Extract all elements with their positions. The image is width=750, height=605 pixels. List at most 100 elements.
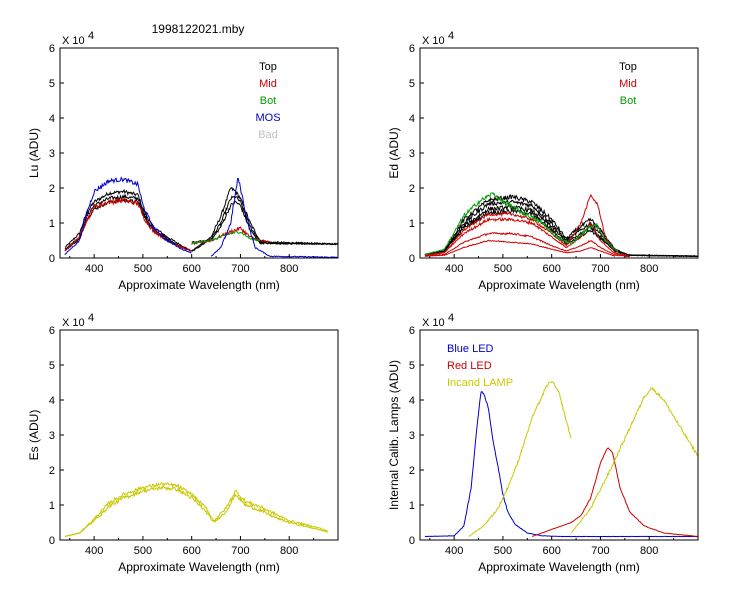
y-tick-label: 1 bbox=[49, 500, 55, 512]
legend-entry-blue-led: Blue LED bbox=[447, 343, 494, 355]
y-scale-label: X 10 bbox=[422, 35, 445, 47]
y-tick-label: 0 bbox=[49, 253, 55, 265]
y-tick-label: 3 bbox=[409, 148, 415, 160]
y-tick-label: 4 bbox=[409, 113, 415, 125]
legend-entry-bot: Bot bbox=[260, 95, 277, 107]
y-tick-label: 1 bbox=[409, 500, 415, 512]
y-tick-label: 3 bbox=[49, 148, 55, 160]
y-tick-label: 6 bbox=[409, 43, 415, 55]
series-line-blue-led bbox=[424, 390, 698, 538]
y-axis-label: Es (ADU) bbox=[27, 410, 41, 461]
series-line-top bbox=[191, 200, 338, 246]
x-tick-label: 600 bbox=[183, 545, 201, 557]
y-scale-label: X 10 bbox=[62, 317, 85, 329]
x-axis-label: Approximate Wavelength (nm) bbox=[478, 278, 640, 292]
y-tick-label: 3 bbox=[409, 430, 415, 442]
x-tick-label: 800 bbox=[280, 545, 298, 557]
y-tick-label: 0 bbox=[409, 253, 415, 265]
x-tick-label: 500 bbox=[494, 263, 512, 275]
y-tick-label: 2 bbox=[409, 183, 415, 195]
y-tick-label: 5 bbox=[49, 78, 55, 90]
series-line-incand-lamp bbox=[468, 381, 572, 537]
y-tick-label: 6 bbox=[49, 325, 55, 337]
legend-entry-bad: Bad bbox=[258, 129, 278, 141]
legend-entry-mos: MOS bbox=[255, 112, 280, 124]
series-line-top bbox=[191, 186, 339, 252]
x-tick-label: 600 bbox=[543, 263, 561, 275]
series-line-red-led bbox=[531, 447, 698, 537]
x-tick-label: 400 bbox=[445, 545, 463, 557]
x-tick-label: 600 bbox=[183, 263, 201, 275]
y-tick-label: 5 bbox=[49, 360, 55, 372]
series-line-bot bbox=[424, 191, 620, 256]
figure-title: 1998122021.mby bbox=[152, 22, 245, 36]
x-axis-label: Approximate Wavelength (nm) bbox=[118, 278, 280, 292]
x-tick-label: 800 bbox=[280, 263, 298, 275]
y-tick-label: 4 bbox=[409, 395, 415, 407]
y-tick-label: 2 bbox=[409, 465, 415, 477]
x-tick-label: 700 bbox=[231, 545, 249, 557]
series-line-mos bbox=[64, 176, 192, 256]
legend-entry-mid: Mid bbox=[259, 78, 277, 90]
y-tick-label: 5 bbox=[409, 78, 415, 90]
series-line-mid bbox=[424, 216, 630, 257]
series-line-mid bbox=[424, 231, 630, 258]
y-scale-label: X 10 bbox=[62, 35, 85, 47]
y-scale-exponent: 4 bbox=[448, 30, 454, 42]
x-tick-label: 800 bbox=[640, 545, 658, 557]
x-tick-label: 700 bbox=[231, 263, 249, 275]
y-scale-exponent: 4 bbox=[88, 312, 94, 324]
y-tick-label: 4 bbox=[49, 395, 55, 407]
y-tick-label: 6 bbox=[409, 325, 415, 337]
legend-entry-incand-lamp: Incand LAMP bbox=[447, 377, 513, 389]
legend-entry-bot: Bot bbox=[620, 95, 637, 107]
plot-frame bbox=[59, 47, 339, 259]
series-line-mos bbox=[210, 177, 338, 259]
series-line-es bbox=[64, 485, 214, 537]
series-line-incand-lamp bbox=[570, 386, 698, 534]
series-line-es bbox=[213, 492, 328, 533]
y-tick-label: 2 bbox=[49, 465, 55, 477]
y-tick-label: 0 bbox=[49, 535, 55, 547]
y-tick-label: 3 bbox=[49, 430, 55, 442]
series-line-es bbox=[213, 489, 328, 532]
legend-entry-mid: Mid bbox=[619, 78, 637, 90]
x-tick-label: 600 bbox=[543, 545, 561, 557]
series-line-es bbox=[64, 481, 214, 537]
y-tick-label: 4 bbox=[49, 113, 55, 125]
legend-entry-top: Top bbox=[259, 61, 277, 73]
y-scale-exponent: 4 bbox=[448, 312, 454, 324]
legend-entry-top: Top bbox=[619, 61, 637, 73]
x-tick-label: 400 bbox=[85, 545, 103, 557]
y-axis-label: Lu (ADU) bbox=[27, 128, 41, 178]
y-tick-label: 6 bbox=[49, 43, 55, 55]
x-tick-label: 400 bbox=[85, 263, 103, 275]
y-tick-label: 5 bbox=[409, 360, 415, 372]
x-tick-label: 800 bbox=[640, 263, 658, 275]
series-line-mid bbox=[424, 239, 616, 257]
series-line-mid bbox=[424, 193, 630, 257]
x-tick-label: 400 bbox=[445, 263, 463, 275]
y-scale-exponent: 4 bbox=[88, 30, 94, 42]
x-axis-label: Approximate Wavelength (nm) bbox=[478, 560, 640, 574]
y-tick-label: 2 bbox=[49, 183, 55, 195]
x-tick-label: 500 bbox=[134, 545, 152, 557]
x-tick-label: 700 bbox=[591, 545, 609, 557]
y-axis-label: Internal Calib. Lamps (ADU) bbox=[387, 360, 401, 510]
legend-entry-red-led: Red LED bbox=[447, 360, 492, 372]
x-axis-label: Approximate Wavelength (nm) bbox=[118, 560, 280, 574]
y-tick-label: 1 bbox=[409, 218, 415, 230]
y-axis-label: Ed (ADU) bbox=[387, 127, 401, 178]
x-tick-label: 500 bbox=[494, 545, 512, 557]
x-tick-label: 500 bbox=[134, 263, 152, 275]
y-tick-label: 0 bbox=[409, 535, 415, 547]
y-scale-label: X 10 bbox=[422, 317, 445, 329]
plot-frame bbox=[59, 329, 339, 541]
y-tick-label: 1 bbox=[49, 218, 55, 230]
